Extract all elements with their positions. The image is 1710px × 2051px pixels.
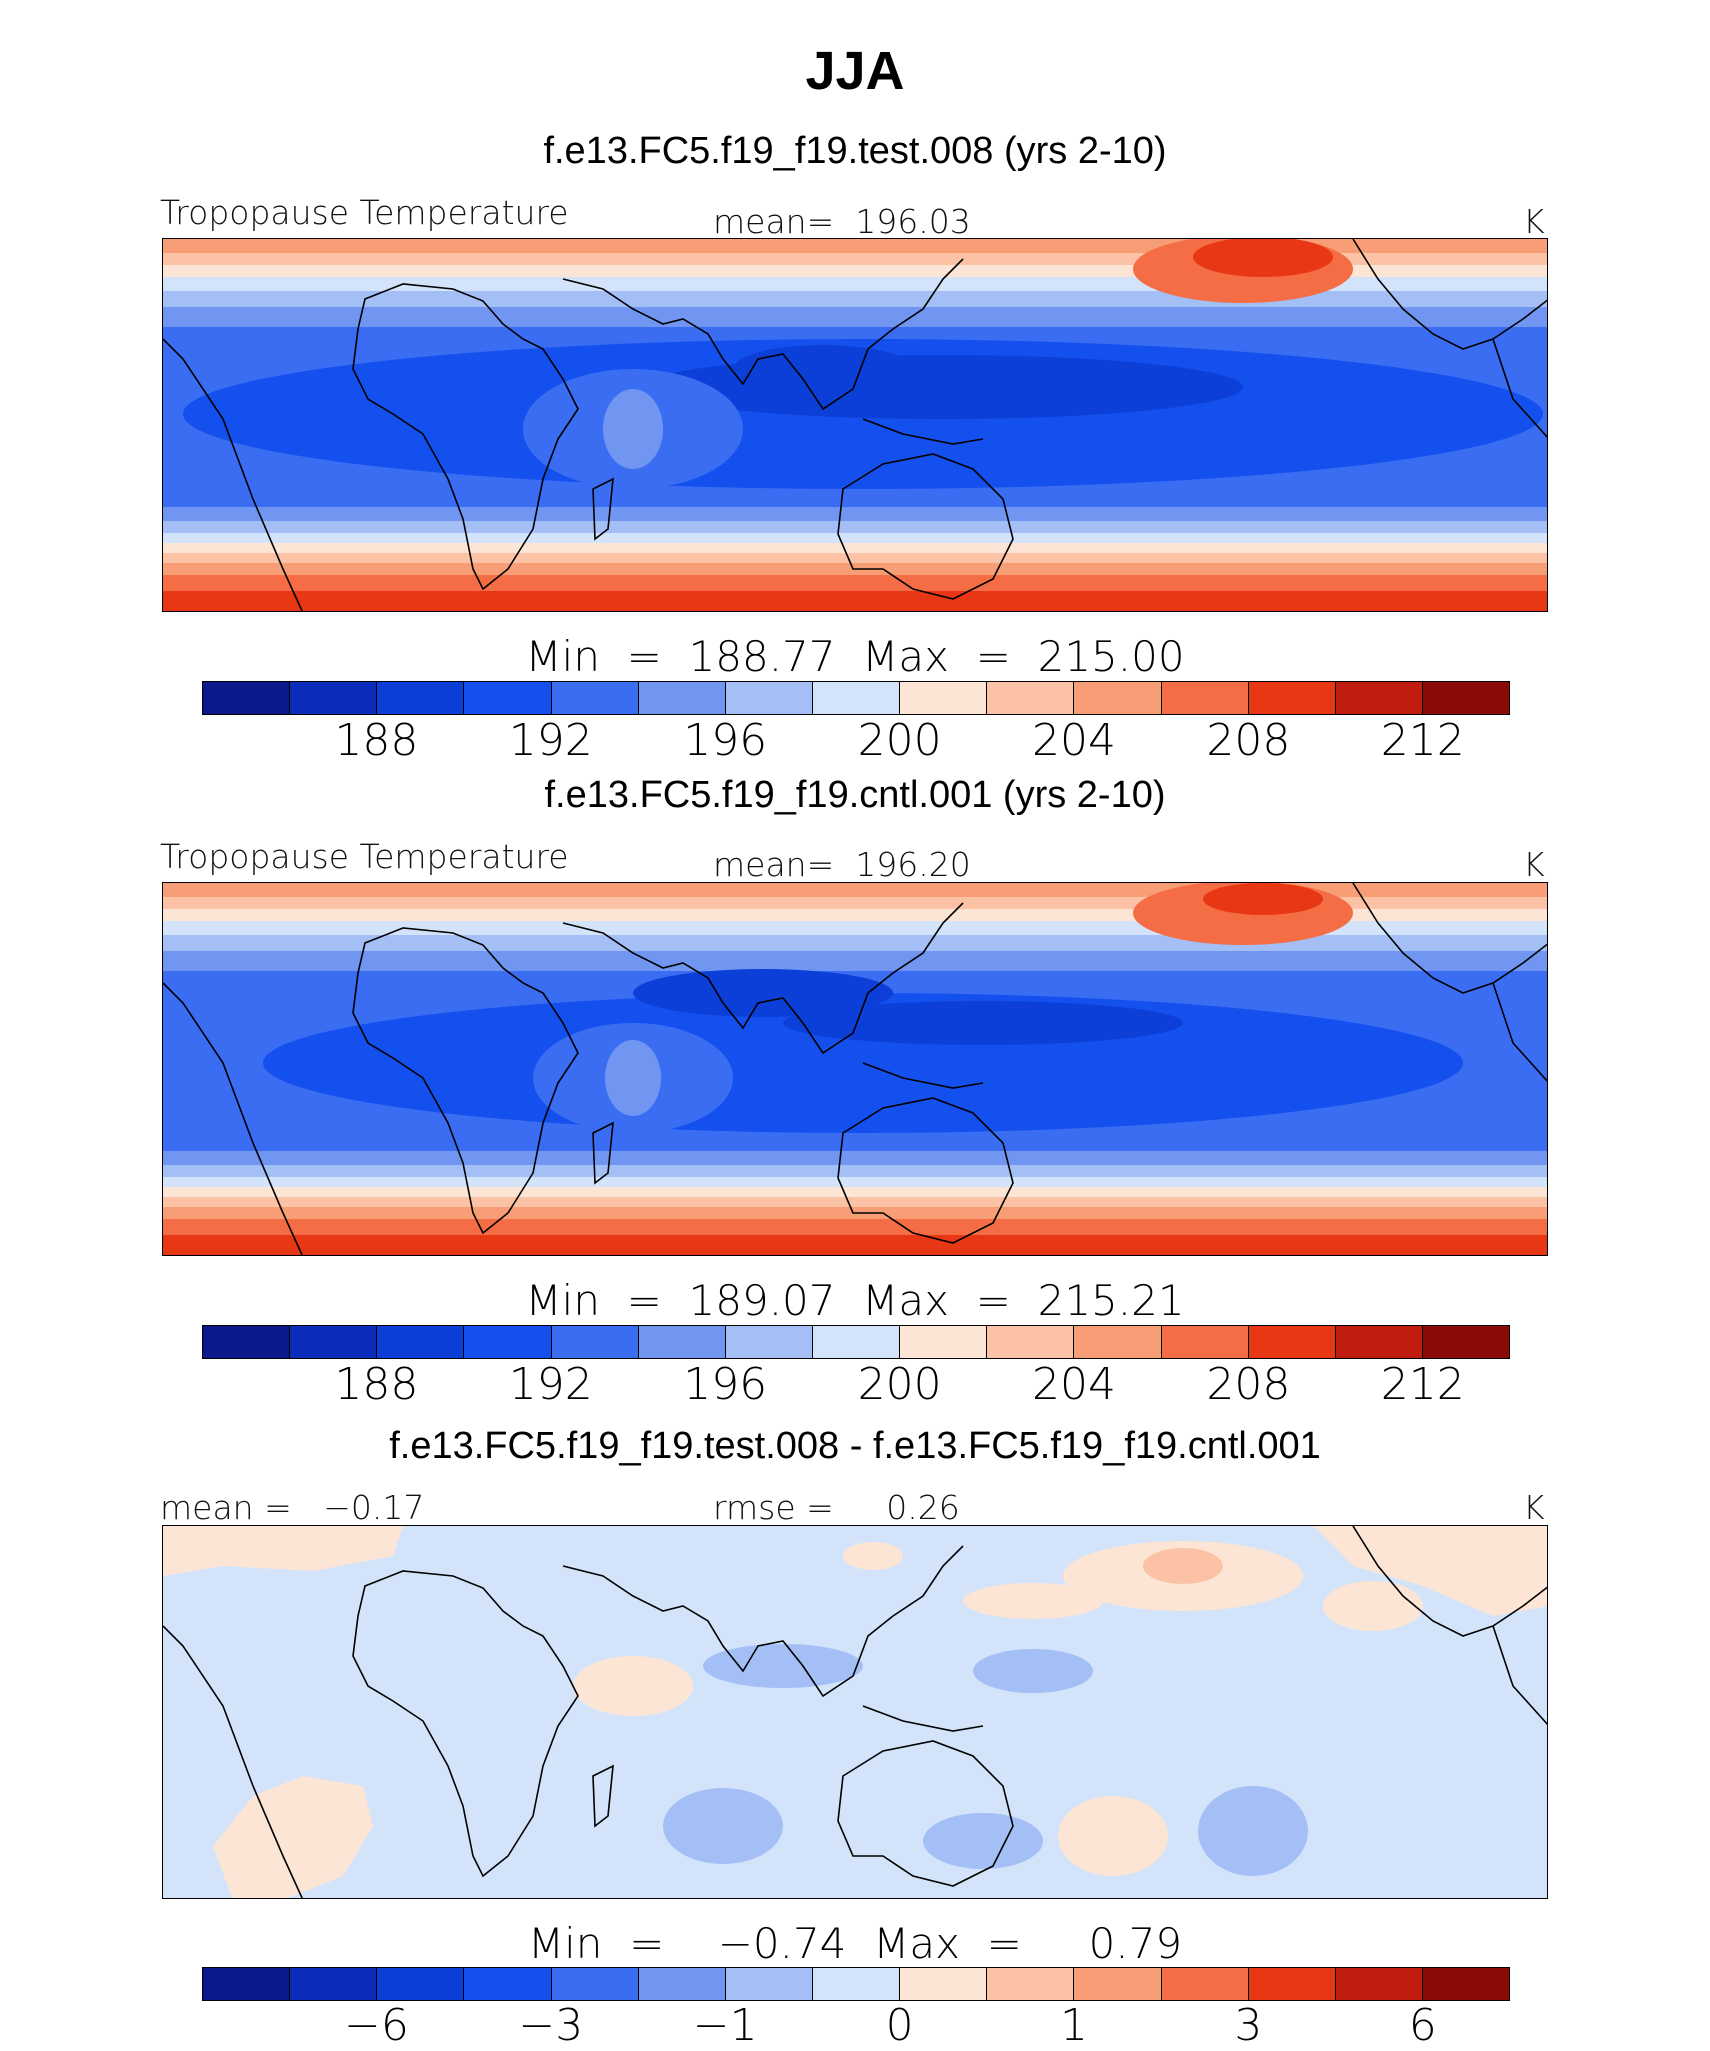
panel1-units-label: K bbox=[1523, 202, 1545, 241]
panel1-coastlines bbox=[163, 239, 1547, 611]
colorbar-tick-label: 200 bbox=[857, 715, 942, 766]
colorbar-swatch bbox=[551, 1326, 639, 1358]
panel1-mean-label: mean= 196.03 bbox=[713, 202, 971, 241]
panel1-min-max: Min = 188.77 Max = 215.00 bbox=[525, 632, 1185, 681]
panel1-temperature-field bbox=[163, 239, 1547, 611]
colorbar-swatch bbox=[1161, 682, 1249, 714]
colorbar-swatch bbox=[1074, 1326, 1162, 1358]
panel2-temperature-field bbox=[163, 883, 1547, 1255]
panel3-min-max: Min = −0.74 Max = 0.79 bbox=[527, 1919, 1183, 1968]
colorbar-tick-label: 212 bbox=[1380, 715, 1465, 766]
panel3-coastlines bbox=[163, 1526, 1547, 1898]
colorbar-swatch bbox=[290, 1326, 378, 1358]
colorbar-swatch bbox=[725, 1326, 813, 1358]
panel2-units-label: K bbox=[1523, 845, 1545, 884]
colorbar-swatch bbox=[900, 682, 988, 714]
panel3-title: f.e13.FC5.f19_f19.test.008 - f.e13.FC5.f… bbox=[389, 1425, 1321, 1467]
colorbar-tick-label: 192 bbox=[508, 715, 593, 766]
panel2-min-max: Min = 189.07 Max = 215.21 bbox=[525, 1276, 1185, 1325]
colorbar-tick-label: 0 bbox=[885, 2000, 914, 2051]
colorbar-swatch bbox=[812, 1968, 901, 2000]
panel2-variable-label: Tropopause Temperature bbox=[160, 837, 569, 876]
colorbar-tick-label: 208 bbox=[1206, 715, 1291, 766]
colorbar-swatch bbox=[725, 1968, 813, 2000]
colorbar-swatch bbox=[464, 1968, 552, 2000]
panel2-colorbar bbox=[202, 1325, 1510, 1359]
colorbar-swatch bbox=[1074, 682, 1162, 714]
panel2-title: f.e13.FC5.f19_f19.cntl.001 (yrs 2-10) bbox=[544, 774, 1166, 816]
panel1-colorbar bbox=[202, 681, 1510, 715]
colorbar-tick-label: 196 bbox=[683, 715, 768, 766]
colorbar-swatch bbox=[638, 1968, 726, 2000]
panel3-colorbar bbox=[202, 1967, 1510, 2001]
colorbar-tick-label: 3 bbox=[1234, 2000, 1263, 2051]
colorbar-swatch bbox=[1422, 682, 1510, 714]
colorbar-swatch bbox=[987, 682, 1075, 714]
colorbar-swatch bbox=[290, 1968, 378, 2000]
colorbar-tick-label: 208 bbox=[1206, 1359, 1291, 1410]
colorbar-swatch bbox=[725, 682, 813, 714]
colorbar-swatch bbox=[1422, 1968, 1510, 2000]
panel3-difference-field bbox=[163, 1526, 1547, 1898]
colorbar-tick-label: 196 bbox=[683, 1359, 768, 1410]
colorbar-swatch bbox=[987, 1968, 1075, 2000]
colorbar-tick-label: 188 bbox=[334, 1359, 419, 1410]
colorbar-swatch bbox=[1422, 1326, 1510, 1358]
colorbar-tick-label: 204 bbox=[1032, 1359, 1116, 1410]
panel1-variable-label: Tropopause Temperature bbox=[160, 193, 569, 232]
colorbar-swatch bbox=[203, 1326, 291, 1358]
colorbar-swatch bbox=[1335, 682, 1423, 714]
colorbar-swatch bbox=[987, 1326, 1075, 1358]
colorbar-swatch bbox=[1335, 1326, 1423, 1358]
colorbar-swatch bbox=[900, 1968, 988, 2000]
colorbar-tick-label: −3 bbox=[518, 2000, 584, 2051]
colorbar-tick-label: −1 bbox=[692, 2000, 758, 2051]
panel3-colorbar-ticks: −6 −3 −1 0 1 3 6 bbox=[202, 2000, 1510, 2051]
colorbar-swatch bbox=[1248, 1326, 1336, 1358]
colorbar-tick-label: 192 bbox=[508, 1359, 593, 1410]
colorbar-swatch bbox=[203, 1968, 291, 2000]
colorbar-swatch bbox=[464, 682, 552, 714]
panel2-map bbox=[162, 882, 1548, 1256]
colorbar-swatch bbox=[1161, 1326, 1249, 1358]
colorbar-tick-label: 6 bbox=[1408, 2000, 1437, 2051]
colorbar-swatch bbox=[900, 1326, 988, 1358]
colorbar-swatch bbox=[812, 682, 901, 714]
panel3-units-label: K bbox=[1523, 1488, 1545, 1527]
colorbar-tick-label: 1 bbox=[1060, 2000, 1088, 2051]
colorbar-tick-label: 204 bbox=[1032, 715, 1116, 766]
colorbar-swatch bbox=[377, 1968, 465, 2000]
panel2-mean-label: mean= 196.20 bbox=[713, 845, 971, 884]
colorbar-tick-label: 188 bbox=[334, 715, 419, 766]
panel3-rmse-label: rmse = 0.26 bbox=[713, 1488, 960, 1527]
colorbar-swatch bbox=[290, 682, 378, 714]
colorbar-swatch bbox=[1074, 1968, 1162, 2000]
colorbar-swatch bbox=[551, 682, 639, 714]
panel2-colorbar-ticks: 188 192 196 200 204 208 212 bbox=[202, 1359, 1510, 1410]
colorbar-swatch bbox=[1248, 1968, 1336, 2000]
panel2-coastlines bbox=[163, 883, 1547, 1255]
panel3-mean-label: mean = −0.17 bbox=[160, 1488, 425, 1527]
colorbar-tick-label: 212 bbox=[1380, 1359, 1465, 1410]
colorbar-swatch bbox=[1335, 1968, 1423, 2000]
colorbar-swatch bbox=[203, 682, 291, 714]
colorbar-swatch bbox=[812, 1326, 901, 1358]
colorbar-tick-label: −6 bbox=[343, 2000, 409, 2051]
panel1-map bbox=[162, 238, 1548, 612]
colorbar-swatch bbox=[638, 682, 726, 714]
colorbar-swatch bbox=[1161, 1968, 1249, 2000]
figure-title: JJA bbox=[805, 41, 905, 101]
colorbar-swatch bbox=[1248, 682, 1336, 714]
panel3-map bbox=[162, 1525, 1548, 1899]
colorbar-swatch bbox=[551, 1968, 639, 2000]
colorbar-swatch bbox=[377, 1326, 465, 1358]
colorbar-swatch bbox=[638, 1326, 726, 1358]
colorbar-swatch bbox=[377, 682, 465, 714]
panel1-colorbar-ticks: 188 192 196 200 204 208 212 bbox=[202, 715, 1510, 766]
colorbar-tick-label: 200 bbox=[857, 1359, 942, 1410]
panel1-title: f.e13.FC5.f19_f19.test.008 (yrs 2-10) bbox=[543, 130, 1167, 172]
colorbar-swatch bbox=[464, 1326, 552, 1358]
